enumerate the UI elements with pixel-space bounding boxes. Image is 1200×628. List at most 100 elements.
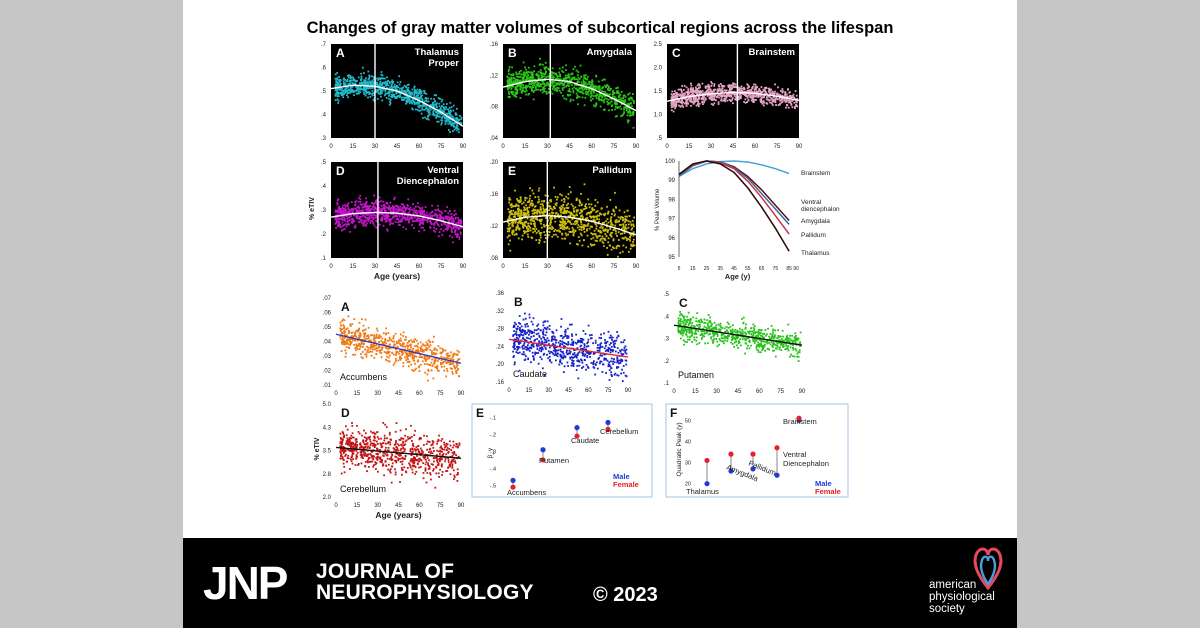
data-point [433,353,436,356]
data-point [591,225,593,228]
data-point [345,225,348,228]
data-point [369,209,371,212]
data-point [512,74,515,77]
data-point [448,220,450,223]
data-point [336,78,338,81]
data-point [400,218,403,221]
data-point [432,113,435,115]
data-point [452,104,455,107]
data-point [353,318,356,320]
data-point [670,96,673,99]
data-point [543,66,546,69]
data-point [369,204,372,207]
data-point [514,91,517,94]
data-point [594,204,597,207]
data-point [440,217,443,219]
data-point [566,218,569,221]
data-point [445,103,448,105]
data-point [624,236,627,239]
data-point [513,205,515,207]
data-point [624,226,627,228]
y-tick-label: .16 [490,42,499,48]
data-point [420,218,423,221]
data-point [410,93,413,96]
data-point [691,88,693,91]
data-point [439,214,442,217]
data-point [545,76,547,78]
data-point [579,232,582,235]
data-point [427,339,430,342]
data-point [549,219,552,222]
data-point [551,235,554,238]
data-point [616,90,618,93]
data-point [413,101,416,104]
data-point [389,86,392,89]
data-point [568,227,571,230]
data-point [392,88,395,91]
data-point [703,100,706,102]
data-point [697,101,700,103]
data-point [387,84,390,87]
data-point [526,71,528,73]
data-point [558,67,561,70]
data-point [385,359,388,362]
data-point [334,94,337,97]
data-point [383,94,386,97]
data-point [457,358,460,361]
data-point [388,354,391,357]
data-point [349,87,352,90]
data-point [391,87,393,90]
data-point [343,228,346,230]
data-point [559,75,562,77]
data-point [397,221,399,224]
data-point [677,88,680,91]
data-point [584,205,586,207]
data-point [351,76,354,79]
data-point [588,203,590,206]
data-point [344,92,347,94]
data-point [714,94,717,97]
data-point [561,232,563,235]
data-point [562,218,564,221]
data-point [586,224,589,227]
data-point [442,110,445,113]
data-point [697,102,699,105]
data-point [552,75,555,78]
data-point [372,348,374,351]
data-point [794,105,796,108]
data-point [389,100,391,103]
data-point [556,214,559,217]
data-point [586,78,588,81]
data-point [563,210,566,213]
data-point [456,125,459,128]
data-point [447,122,450,125]
data-point [791,99,794,102]
data-points [506,183,636,258]
data-point [341,328,344,331]
data-point [529,219,532,222]
data-point [378,87,381,90]
data-point [574,65,576,68]
data-point [591,209,594,212]
data-point [537,209,539,211]
data-point [376,329,379,332]
data-point [593,229,596,232]
data-point [380,87,383,90]
data-point [591,86,593,89]
data-point [610,232,613,234]
data-point [362,209,364,211]
data-point [721,87,724,90]
data-point [449,361,452,363]
data-point [409,206,412,209]
data-point [411,102,413,105]
data-point [595,211,598,213]
data-point [548,68,550,71]
data-point [522,213,525,216]
data-point [384,218,387,221]
data-point [719,90,721,92]
data-point [705,91,707,94]
data-point [533,222,536,224]
data-point [565,212,568,214]
data-point [525,68,527,71]
data-point [398,89,401,92]
